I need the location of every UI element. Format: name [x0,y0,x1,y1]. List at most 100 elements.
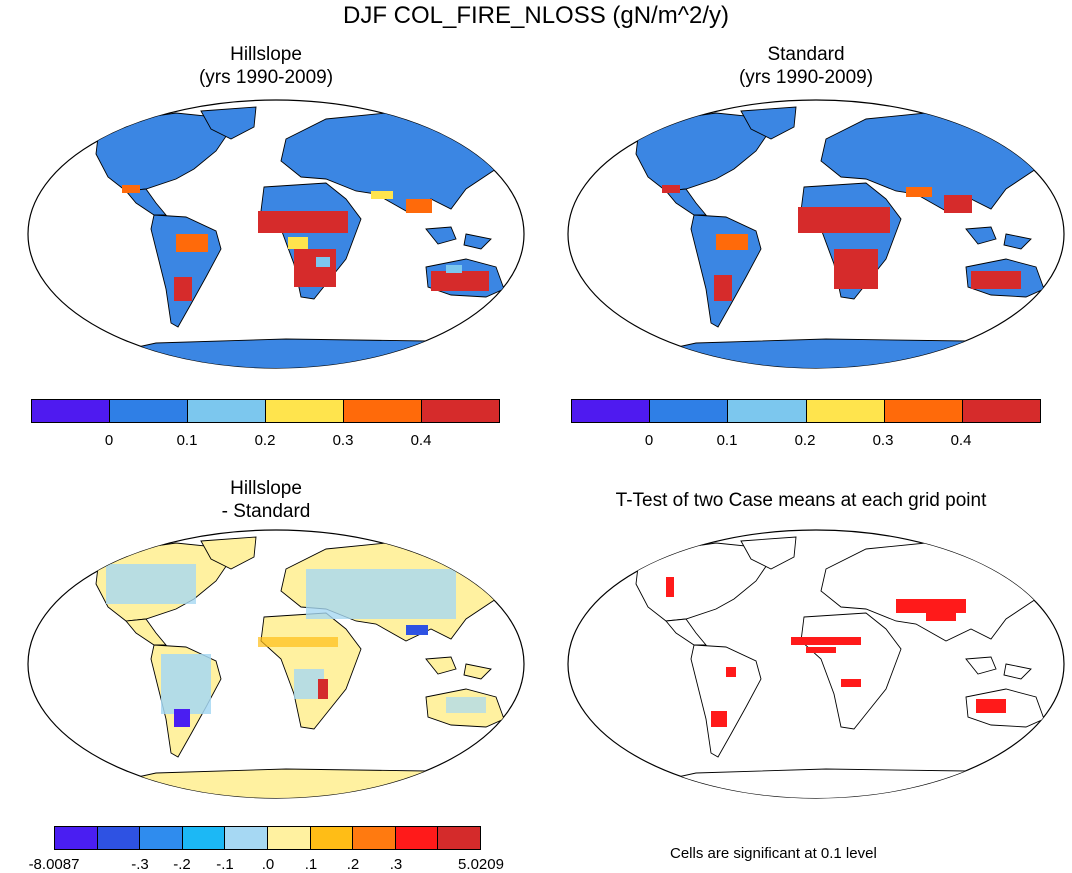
panel-title-standard-line2: (yrs 1990-2009) [738,67,874,88]
colorbar-tick: .2 [346,856,360,873]
colorbar-segment [225,827,268,849]
sig-west-africa [806,647,836,653]
colorbar-tick: 0.4 [410,432,432,449]
colorbar-tick: 0.2 [794,432,816,449]
panel-title-difference-line1: Hillslope [230,478,302,499]
colorbar-segment [55,827,98,849]
colorbar-difference [54,826,481,850]
colorbar-tick: 5.0209 [458,856,504,873]
cells-argentina-neg [174,709,190,727]
colorbar-segment [266,400,344,422]
fire-hotspots [122,185,489,301]
sig-sahel [791,637,861,645]
central-america [665,618,707,646]
cells-se-asia-neg [406,625,428,635]
colorbar-segment [395,827,439,849]
colorbar-segment [650,400,729,422]
colorbar-segment [422,400,499,422]
colorbar-tick: 0.2 [254,432,276,449]
map-hillslope [27,99,525,369]
colorbar-segment [140,827,183,849]
hotspot-africa-light [316,257,330,267]
panel-title-hillslope-line2: (yrs 1990-2009) [198,67,334,88]
greenland [200,106,257,140]
fire-hotspots [662,185,1021,301]
map-standard [567,99,1065,369]
colorbar-tick: 0.1 [176,432,198,449]
figure-title: DJF COL_FIRE_NLOSS (gN/m^2/y) [342,2,729,29]
colorbar-tick: 0 [644,432,654,449]
central-america [125,618,167,646]
colorbar-segment [884,400,963,422]
sig-se-asia [926,613,956,621]
hotspot-brazil [716,234,748,250]
hotspot-india [371,191,393,199]
hotspot-australia [431,271,489,291]
panel-title-difference: Hillslope - Standard [26,477,506,523]
colorbar-tick: -.1 [216,856,234,873]
colorbar-segment [572,400,651,422]
hotspot-congo-edge [288,237,308,249]
hotspot-mexico [662,185,680,193]
hotspot-australia [971,271,1021,289]
north-america [95,112,232,192]
colorbar-segment [182,827,226,849]
north-america [635,112,772,192]
map-difference [27,529,525,799]
hotspot-brazil [176,234,208,252]
hotspot-india [906,187,932,197]
panel-title-hillslope: Hillslope (yrs 1990-2009) [26,43,506,89]
hotspot-australia-light [446,265,462,273]
panel-title-hillslope-line1: Hillslope [230,44,302,65]
hotspot-argentina [174,277,192,301]
colorbar-segment [962,400,1041,422]
sig-north-america [666,577,674,597]
maritime-islands [425,656,492,680]
significant-cells [666,577,1006,727]
sig-argentina [711,711,727,727]
north-america [635,542,772,622]
panel-title-ttest-line1: T-Test of two Case means at each grid po… [615,490,987,511]
sig-brazil [726,667,736,677]
colorbar-tick: .0 [261,856,275,873]
colorbar-tick: -.3 [131,856,149,873]
colorbar-segment [110,400,188,422]
ttest-significance-note: Cells are significant at 0.1 level [670,845,877,862]
colorbar-tick: 0.1 [716,432,738,449]
cells-eurasia [306,569,456,619]
colorbar-segment [188,400,266,422]
hotspot-southern-africa [294,249,336,287]
panel-title-ttest: T-Test of two Case means at each grid po… [536,489,1066,512]
hotspot-southern-africa [834,249,878,289]
colorbar-tick: -.2 [173,856,191,873]
sig-southern-africa [841,679,861,687]
colorbar-tick: .3 [389,856,403,873]
south-america [690,644,762,758]
colorbar-tick: 0.3 [872,432,894,449]
colorbar-tick: 0 [104,432,114,449]
hotspot-se-asia [406,199,432,213]
panel-title-standard: Standard (yrs 1990-2009) [566,43,1046,89]
colorbar-segment [806,400,885,422]
greenland [200,536,257,570]
hotspot-se-asia [944,195,972,213]
cells-north-america [106,564,196,604]
map-ttest [567,529,1065,799]
colorbar-tick: -8.0087 [28,856,80,873]
difference-cells [106,564,486,727]
colorbar-tick: 0.3 [332,432,354,449]
hotspot-sahel [798,207,890,233]
maritime-islands [425,226,492,250]
panel-title-difference-line2: - Standard [221,501,311,522]
colorbar-segment [353,827,396,849]
sig-australia [976,699,1006,713]
panel-title-standard-line1: Standard [767,44,845,65]
hotspot-mexico [122,185,140,193]
greenland [740,536,797,570]
cells-sahel [258,637,338,647]
colorbar-standard [571,399,1041,423]
hotspot-sahel [258,211,348,233]
colorbar-segment [97,827,141,849]
colorbar-tick: 0.4 [950,432,972,449]
sig-india-china [896,599,966,613]
